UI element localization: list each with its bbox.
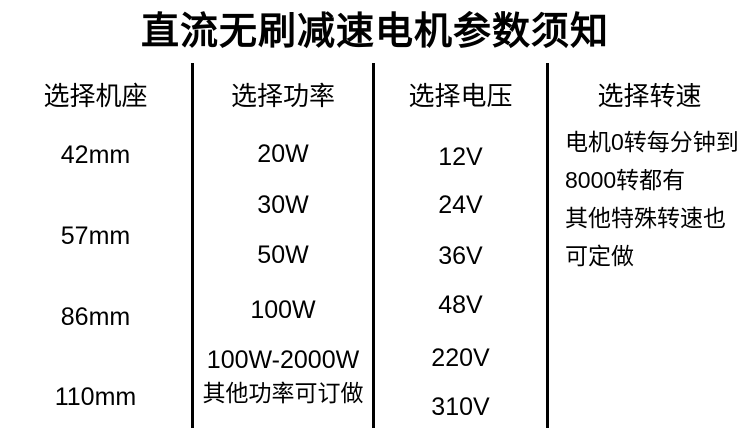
speed-note: 电机0转每分钟到 8000转都有 其他特殊转速也 可定做 <box>565 123 750 275</box>
column-divider-1 <box>191 63 194 428</box>
power-option: 30W <box>257 191 309 219</box>
frame-size-option: 110mm <box>54 383 137 411</box>
column-speed: 选择转速 电机0转每分钟到 8000转都有 其他特殊转速也 可定做 <box>549 0 750 428</box>
power-option: 100W <box>250 296 316 324</box>
column-divider-2 <box>372 63 375 428</box>
column-header-voltage: 选择电压 <box>408 81 513 111</box>
column-header-speed: 选择转速 <box>597 81 702 111</box>
speed-note-line: 电机0转每分钟到 <box>565 129 739 155</box>
voltage-option: 24V <box>438 191 483 219</box>
column-frame-size: 选择机座 42mm 57mm 86mm 110mm <box>0 0 191 428</box>
voltage-option: 12V <box>438 143 483 171</box>
column-header-power: 选择功率 <box>230 81 335 111</box>
power-option: 100W-2000W <box>206 346 360 374</box>
voltage-option: 310V <box>431 393 490 421</box>
voltage-option: 36V <box>438 242 483 270</box>
voltage-option: 48V <box>438 291 483 319</box>
frame-size-option: 57mm <box>60 222 131 250</box>
power-option: 50W <box>257 241 309 269</box>
frame-size-option: 86mm <box>60 303 131 331</box>
frame-size-option: 42mm <box>60 141 131 169</box>
voltage-option: 220V <box>431 344 490 372</box>
column-divider-3 <box>546 63 549 428</box>
column-power: 选择功率 20W 30W 50W 100W 100W-2000W 其他功率可订做 <box>194 0 372 428</box>
page-title: 直流无刷减速电机参数须知 <box>140 11 609 53</box>
speed-note-line: 可定做 <box>565 243 634 269</box>
speed-note-line: 8000转都有 <box>565 167 686 193</box>
speed-note-line: 其他特殊转速也 <box>565 205 726 231</box>
power-option: 20W <box>257 140 309 168</box>
column-header-frame-size: 选择机座 <box>43 81 148 111</box>
column-voltage: 选择电压 12V 24V 36V 48V 220V 310V <box>375 0 546 428</box>
power-custom-note: 其他功率可订做 <box>202 380 364 406</box>
